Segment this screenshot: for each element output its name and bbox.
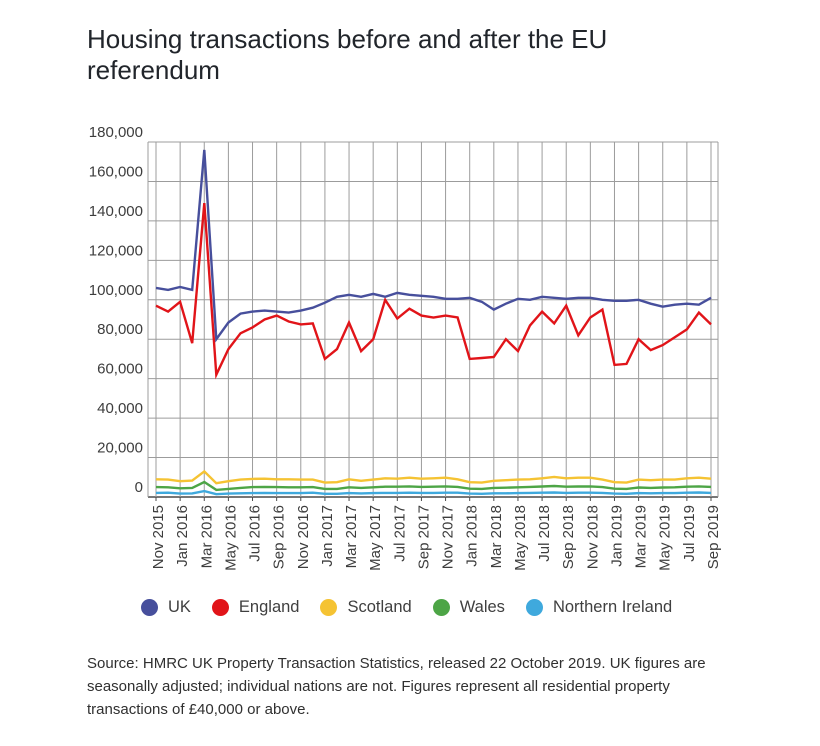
y-tick-label: 140,000	[89, 203, 143, 220]
series-line-uk	[155, 149, 712, 343]
legend-label: Northern Ireland	[552, 598, 673, 616]
y-tick-label: 180,000	[89, 124, 143, 141]
x-tick-label: Mar 2016	[198, 505, 215, 568]
y-tick-label: 20,000	[97, 440, 143, 457]
series-line-england	[155, 202, 712, 380]
legend-item-uk: UK	[141, 598, 191, 617]
x-tick-label: Jul 2016	[247, 505, 264, 562]
x-tick-label: Sep 2019	[705, 505, 722, 569]
legend-item-wales: Wales	[432, 598, 505, 617]
chart-legend: UK England Scotland Wales Northern Ireland	[141, 598, 672, 617]
chart-title: Housing transactions before and after th…	[87, 24, 608, 85]
y-tick-label: 120,000	[89, 242, 143, 259]
x-tick-label: Jan 2019	[608, 505, 625, 567]
x-tick-label: Jul 2019	[681, 505, 698, 562]
x-tick-label: Sep 2016	[271, 505, 288, 569]
x-tick-label: May 2018	[512, 505, 529, 571]
x-tick-label: Jan 2016	[174, 505, 191, 567]
legend-label: England	[238, 598, 300, 616]
x-tick-label: Nov 2015	[150, 505, 167, 569]
legend-item-scotland: Scotland	[320, 598, 412, 617]
x-tick-label: Mar 2018	[488, 505, 505, 568]
x-tick-label: Jan 2018	[464, 505, 481, 567]
legend-dot-icon	[211, 599, 229, 616]
x-tick-label: Mar 2017	[343, 505, 360, 568]
legend-label: Wales	[459, 598, 505, 616]
x-tick-label: Sep 2017	[415, 505, 432, 569]
x-tick-label: May 2016	[222, 505, 239, 571]
legend-dot-icon	[525, 599, 543, 616]
y-tick-label: 40,000	[97, 400, 143, 417]
y-tick-label: 160,000	[89, 163, 143, 180]
x-tick-label: Mar 2019	[633, 505, 650, 568]
legend-dot-icon	[320, 599, 338, 616]
legend-label: Scotland	[347, 598, 412, 616]
y-tick-label: 60,000	[97, 361, 143, 378]
x-tick-label: Jul 2017	[391, 505, 408, 562]
x-tick-label: Nov 2018	[584, 505, 601, 569]
y-tick-label: 0	[135, 479, 143, 496]
x-tick-label: May 2019	[657, 505, 674, 571]
x-tick-label: May 2017	[367, 505, 384, 571]
y-tick-label: 100,000	[89, 282, 143, 299]
x-tick-label: Jul 2018	[536, 505, 553, 562]
x-tick-label: Nov 2017	[440, 505, 457, 569]
x-tick-label: Nov 2016	[295, 505, 312, 569]
legend-item-northern-ireland: Northern Ireland	[525, 598, 673, 617]
series-line-northern-ireland	[155, 489, 712, 496]
legend-dot-icon	[141, 599, 158, 616]
legend-dot-icon	[432, 599, 450, 616]
series-line-wales	[155, 480, 712, 492]
y-tick-label: 80,000	[97, 321, 143, 338]
legend-item-england: England	[211, 598, 300, 617]
series-line-scotland	[155, 469, 712, 485]
source-note: Source: HMRC UK Property Transaction Sta…	[87, 655, 706, 718]
x-tick-label: Sep 2018	[560, 505, 577, 569]
legend-label: UK	[168, 598, 191, 616]
x-tick-label: Jan 2017	[319, 505, 336, 567]
